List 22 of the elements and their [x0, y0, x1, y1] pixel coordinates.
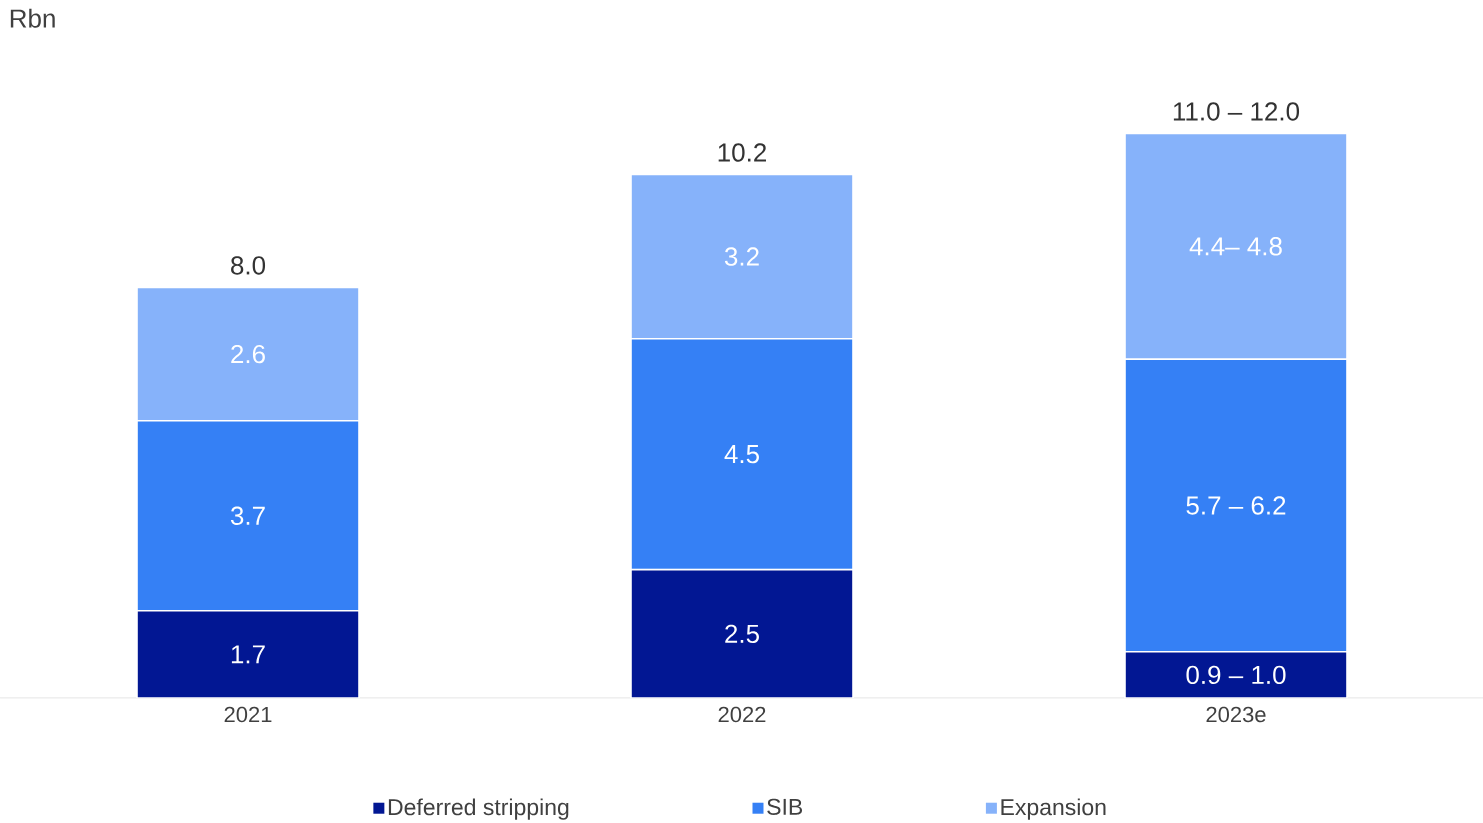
- data-label: 4.4– 4.8: [1189, 237, 1282, 256]
- data-label: 1.7: [231, 645, 265, 664]
- legend-label: SIB: [767, 798, 803, 815]
- total-label: 8.0: [231, 256, 266, 275]
- bar: [136, 609, 360, 698]
- legend-label: Deferred stripping: [388, 798, 569, 820]
- data-label: 5.7 – 6.2: [1186, 496, 1286, 515]
- data-label: 4.5: [724, 445, 759, 464]
- y-axis-title: Rbn: [10, 8, 55, 28]
- total-label: 11.0 – 12.0: [1173, 102, 1300, 121]
- x-tick-label: 2021: [224, 706, 272, 723]
- bar: [1124, 650, 1348, 698]
- data-label: 3.7: [230, 506, 265, 525]
- x-tick-label: 2023e: [1206, 706, 1266, 723]
- data-label: 3.2: [724, 247, 759, 266]
- data-label: 0.9 – 1.0: [1186, 665, 1286, 685]
- total-label: 10.2: [718, 143, 766, 162]
- x-tick-label: 2022: [718, 706, 766, 723]
- data-label: 2.6: [231, 344, 265, 364]
- bar: [630, 568, 854, 698]
- legend-label: Expansion: [1001, 798, 1106, 820]
- data-label: 2.5: [725, 624, 759, 644]
